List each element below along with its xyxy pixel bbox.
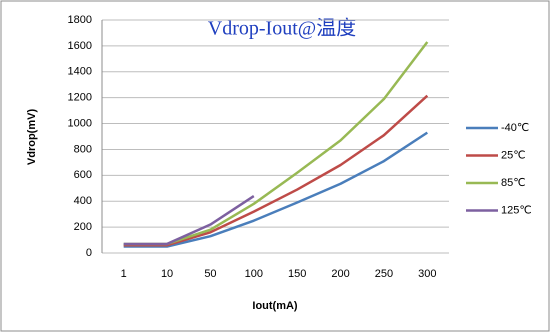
y-tick-label: 400: [74, 195, 92, 207]
y-tick-label: 1800: [68, 14, 92, 26]
x-tick-label: 50: [204, 268, 216, 280]
legend-label: 85℃: [501, 177, 526, 189]
x-axis-label: Iout(mA): [252, 300, 298, 312]
chart-title: Vdrop-Iout@温度: [208, 17, 356, 40]
y-axis-label: Vdrop(mV): [26, 109, 38, 166]
series-line: [123, 131, 428, 248]
y-tick-label: 200: [74, 221, 92, 233]
y-tick-label: 0: [86, 247, 92, 259]
x-tick-label: 1: [121, 268, 127, 280]
x-tick-label: 250: [375, 268, 393, 280]
x-tick-label: 10: [161, 268, 173, 280]
y-tick-label: 1400: [68, 66, 92, 78]
y-tick-label: 800: [74, 143, 92, 155]
y-tick-label: 1200: [68, 92, 92, 104]
legend-label: 25℃: [501, 149, 526, 161]
y-tick-label: 1000: [68, 117, 92, 129]
series-line: [123, 94, 429, 247]
x-tick-label: 100: [245, 268, 263, 280]
y-tick-label: 1600: [68, 40, 92, 52]
legend-label: -40℃: [501, 122, 529, 134]
series-line: [123, 194, 255, 246]
y-tick-label: 600: [74, 169, 92, 181]
x-tick-label: 150: [288, 268, 306, 280]
x-tick-label: 300: [418, 268, 436, 280]
legend-label: 125℃: [501, 204, 532, 216]
x-tick-label: 200: [331, 268, 349, 280]
